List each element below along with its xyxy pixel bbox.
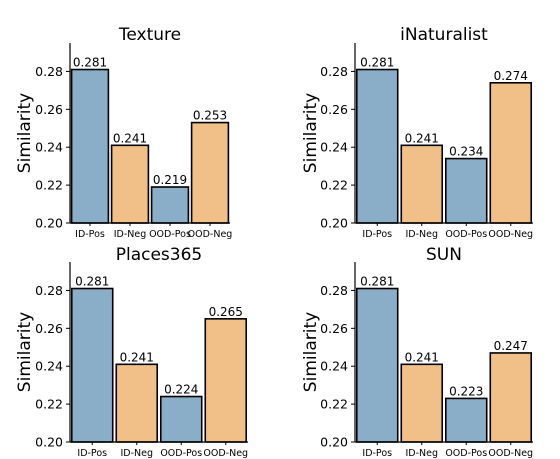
x-tick-label: OOD-Neg — [188, 229, 233, 240]
bar-id-pos — [355, 68, 399, 224]
bar-id-neg — [400, 144, 444, 224]
bar-value-label: 0.281 — [73, 56, 107, 70]
bar-value-label: 0.234 — [449, 145, 483, 159]
bar-value-label: 0.253 — [193, 109, 227, 123]
y-tick-label: 0.20 — [35, 435, 63, 450]
bar-value-label: 0.241 — [120, 350, 154, 364]
x-tick-label: OOD-Neg — [488, 229, 533, 240]
bar-ood-neg — [190, 121, 230, 224]
x-tick-label: OOD-Pos — [160, 448, 202, 459]
bar-value-label: 0.219 — [153, 173, 187, 187]
bar-value-label: 0.265 — [209, 305, 243, 319]
bar-id-neg — [110, 144, 150, 224]
bar-id-neg — [115, 363, 159, 443]
y-tick-label: 0.28 — [35, 283, 63, 298]
y-tick-label: 0.28 — [320, 283, 348, 298]
bar-id-pos — [70, 68, 110, 224]
panel-sun: SUN Similarity 0.281 0.241 0.223 0.247 ID-P… — [301, 245, 533, 459]
x-tick-label: ID-Neg — [114, 229, 147, 240]
y-tick-label: 0.20 — [35, 216, 63, 231]
x-tick-label: OOD-Pos — [149, 229, 191, 240]
panel-title: iNaturalist — [400, 25, 488, 45]
x-tick-label: ID-Pos — [77, 448, 107, 459]
y-tick-label: 0.22 — [35, 178, 63, 193]
x-tick-label: ID-Pos — [362, 448, 392, 459]
y-axis-label: Similarity — [15, 312, 35, 392]
y-tick-label: 0.22 — [35, 397, 63, 412]
x-tick-label: ID-Pos — [75, 229, 105, 240]
bar-value-label: 0.223 — [449, 384, 483, 398]
bar-value-label: 0.247 — [494, 339, 528, 353]
bar-value-label: 0.274 — [494, 69, 528, 83]
x-tick-label: OOD-Pos — [445, 448, 487, 459]
panel-places365: Places365 Similarity 0.281 0.241 0.224 0.26… — [15, 245, 248, 459]
y-tick-label: 0.26 — [35, 102, 63, 117]
y-tick-label: 0.24 — [320, 140, 348, 155]
y-tick-label: 0.20 — [320, 216, 348, 231]
y-axis-label: Similarity — [15, 93, 35, 173]
bar-value-label: 0.224 — [164, 383, 198, 397]
panel-title: SUN — [426, 245, 462, 265]
bar-value-label: 0.241 — [405, 131, 439, 145]
bar-ood-pos — [444, 397, 488, 443]
x-tick-label: ID-Neg — [405, 448, 438, 459]
y-tick-label: 0.20 — [320, 435, 348, 450]
x-tick-label: ID-Pos — [362, 229, 392, 240]
y-axis-label: Similarity — [301, 312, 321, 392]
bar-id-neg — [400, 363, 444, 443]
x-tick-label: ID-Neg — [405, 229, 438, 240]
y-tick-label: 0.28 — [320, 64, 348, 79]
panel-title: Places365 — [116, 245, 203, 265]
y-axis-label: Similarity — [301, 93, 321, 173]
bar-ood-neg — [204, 318, 248, 443]
y-tick-label: 0.28 — [35, 64, 63, 79]
x-tick-label: OOD-Pos — [445, 229, 487, 240]
y-tick-label: 0.24 — [35, 140, 63, 155]
bar-id-pos — [355, 287, 399, 443]
x-tick-label: ID-Neg — [120, 448, 153, 459]
bar-ood-pos — [444, 157, 488, 224]
y-tick-label: 0.26 — [35, 321, 63, 336]
bar-ood-neg — [489, 352, 533, 443]
y-tick-label: 0.24 — [320, 359, 348, 374]
y-tick-label: 0.22 — [320, 178, 348, 193]
y-tick-label: 0.24 — [35, 359, 63, 374]
bar-ood-neg — [489, 81, 533, 224]
x-tick-label: OOD-Neg — [203, 448, 248, 459]
y-tick-label: 0.22 — [320, 397, 348, 412]
bar-value-label: 0.241 — [405, 350, 439, 364]
bar-ood-pos — [159, 395, 203, 443]
bar-value-label: 0.281 — [75, 275, 109, 289]
panel-inaturalist: iNaturalist Similarity 0.281 0.241 0.234 0.… — [301, 25, 533, 240]
y-tick-label: 0.26 — [320, 102, 348, 117]
x-tick-label: OOD-Neg — [488, 448, 533, 459]
panel-title: Texture — [118, 25, 181, 45]
bar-value-label: 0.281 — [360, 275, 394, 289]
bar-value-label: 0.281 — [360, 56, 394, 70]
bar-ood-pos — [150, 186, 190, 224]
y-tick-label: 0.26 — [320, 321, 348, 336]
bar-value-label: 0.241 — [113, 131, 147, 145]
panel-texture: Texture Similarity 0.2810.2410.2190.253 … — [15, 25, 232, 240]
bar-id-pos — [70, 287, 114, 443]
